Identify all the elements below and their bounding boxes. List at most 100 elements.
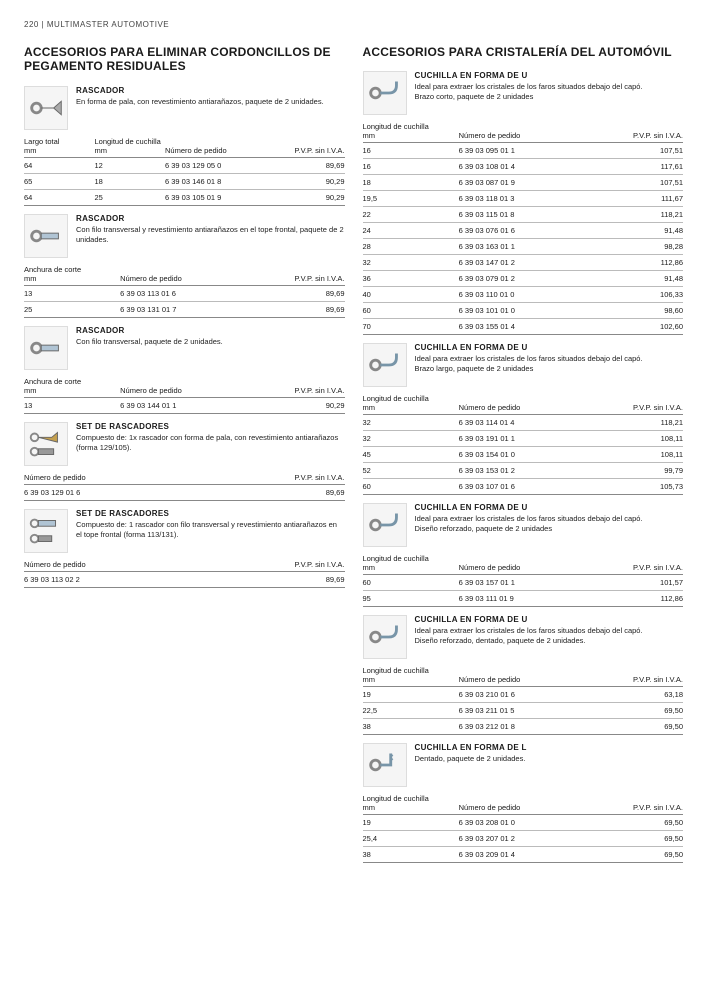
product-block: SET DE RASCADORESCompuesto de: 1x rascad… <box>24 422 345 466</box>
table-cell: 6 39 03 118 01 3 <box>459 191 603 207</box>
udent-icon <box>363 615 407 659</box>
table-cell: 63,18 <box>603 687 683 703</box>
lblade-icon <box>363 743 407 787</box>
table-header: Longitud de cuchillamm <box>363 119 459 143</box>
table-cell: 6 39 03 208 01 0 <box>459 815 603 831</box>
spec-table: Largo totalmmLongitud de cuchillammNúmer… <box>24 134 345 206</box>
table-cell: 6 39 03 113 02 2 <box>24 571 200 587</box>
table-row: 406 39 03 110 01 0106,33 <box>363 287 684 303</box>
table-header: P.V.P. sin I.V.A. <box>280 134 344 158</box>
table-row: 256 39 03 131 01 789,69 <box>24 301 345 317</box>
table-cell: 64 <box>24 189 95 205</box>
table-row: 136 39 03 113 01 689,69 <box>24 285 345 301</box>
ublade-icon <box>363 71 407 115</box>
table-cell: 24 <box>363 223 459 239</box>
table-cell: 105,73 <box>603 479 683 495</box>
spec-table: Longitud de cuchillammNúmero de pedidoP.… <box>363 119 684 335</box>
product-block: SET DE RASCADORESCompuesto de: 1 rascado… <box>24 509 345 553</box>
table-cell: 69,50 <box>603 847 683 863</box>
table-cell: 16 <box>363 143 459 159</box>
table-cell: 6 39 03 079 01 2 <box>459 271 603 287</box>
product-description: Compuesto de: 1 rascador con filo transv… <box>76 520 345 540</box>
product-description: Ideal para extraer los cristales de los … <box>415 82 684 102</box>
table-cell: 91,48 <box>603 223 683 239</box>
table-cell: 25 <box>95 189 166 205</box>
table-cell: 98,28 <box>603 239 683 255</box>
table-header: Longitud de cuchillamm <box>363 551 459 575</box>
table-cell: 102,60 <box>603 319 683 335</box>
product-title: CUCHILLA EN FORMA DE U <box>415 71 684 80</box>
table-row: 286 39 03 163 01 198,28 <box>363 239 684 255</box>
table-cell: 95 <box>363 591 459 607</box>
table-cell: 90,29 <box>280 189 344 205</box>
table-cell: 6 39 03 076 01 6 <box>459 223 603 239</box>
table-row: 386 39 03 209 01 469,50 <box>363 847 684 863</box>
product-title: RASCADOR <box>76 214 345 223</box>
table-cell: 18 <box>363 175 459 191</box>
product-block: RASCADOREn forma de pala, con revestimie… <box>24 86 345 130</box>
table-cell: 32 <box>363 255 459 271</box>
table-row: 326 39 03 147 01 2112,86 <box>363 255 684 271</box>
table-header: P.V.P. sin I.V.A. <box>603 391 683 415</box>
product-description: Ideal para extraer los cristales de los … <box>415 354 684 374</box>
table-header: Número de pedido <box>120 374 264 398</box>
table-cell: 19 <box>363 815 459 831</box>
table-cell: 69,50 <box>603 815 683 831</box>
table-cell: 13 <box>24 285 120 301</box>
table-cell: 6 39 03 209 01 4 <box>459 847 603 863</box>
table-cell: 6 39 03 154 01 0 <box>459 447 603 463</box>
table-header: P.V.P. sin I.V.A. <box>603 663 683 687</box>
table-cell: 101,57 <box>603 575 683 591</box>
product-description: Dentado, paquete de 2 unidades. <box>415 754 684 764</box>
table-cell: 19,5 <box>363 191 459 207</box>
table-row: 326 39 03 114 01 4118,21 <box>363 415 684 431</box>
table-cell: 89,69 <box>200 484 344 500</box>
table-cell: 38 <box>363 847 459 863</box>
table-cell: 6 39 03 163 01 1 <box>459 239 603 255</box>
table-header: Número de pedido <box>459 391 603 415</box>
table-cell: 60 <box>363 303 459 319</box>
table-header: P.V.P. sin I.V.A. <box>603 551 683 575</box>
table-header: P.V.P. sin I.V.A. <box>200 557 344 572</box>
table-cell: 16 <box>363 159 459 175</box>
table-cell: 6 39 03 157 01 1 <box>459 575 603 591</box>
product-block: RASCADOR Con filo transversal y revestimi… <box>24 214 345 258</box>
table-cell: 6 39 03 129 01 6 <box>24 484 200 500</box>
table-row: 956 39 03 111 01 9112,86 <box>363 591 684 607</box>
product-description: Con filo transversal y revestimiento ant… <box>76 225 345 245</box>
table-cell: 111,67 <box>603 191 683 207</box>
table-cell: 36 <box>363 271 459 287</box>
spec-table: Longitud de cuchillammNúmero de pedidoP.… <box>363 663 684 735</box>
table-cell: 52 <box>363 463 459 479</box>
table-cell: 40 <box>363 287 459 303</box>
table-cell: 99,79 <box>603 463 683 479</box>
table-header: Longitud de cuchillamm <box>95 134 166 158</box>
product-block: CUCHILLA EN FORMA DE LDentado, paquete d… <box>363 743 684 787</box>
left-column: ACCESORIOS PARA ELIMINAR CORDONCILLOS DE… <box>24 45 345 871</box>
table-header: Número de pedido <box>24 557 200 572</box>
table-cell: 89,69 <box>200 571 344 587</box>
table-header: Número de pedido <box>459 119 603 143</box>
table-cell: 45 <box>363 447 459 463</box>
trans2-icon <box>24 326 68 370</box>
trans-icon <box>24 214 68 258</box>
table-row: 606 39 03 107 01 6105,73 <box>363 479 684 495</box>
set1-icon <box>24 422 68 466</box>
table-cell: 22 <box>363 207 459 223</box>
table-cell: 90,29 <box>264 397 344 413</box>
spec-table: Longitud de cuchillammNúmero de pedidoP.… <box>363 551 684 607</box>
table-cell: 6 39 03 191 01 1 <box>459 431 603 447</box>
table-header: Anchura de cortemm <box>24 262 120 286</box>
table-cell: 6 39 03 114 01 4 <box>459 415 603 431</box>
table-row: 6 39 03 129 01 689,69 <box>24 484 345 500</box>
product-description: En forma de pala, con revestimiento anti… <box>76 97 345 107</box>
table-cell: 6 39 03 210 01 6 <box>459 687 603 703</box>
table-cell: 25 <box>24 301 120 317</box>
ulong-icon <box>363 343 407 387</box>
table-cell: 89,69 <box>264 285 344 301</box>
table-row: 366 39 03 079 01 291,48 <box>363 271 684 287</box>
table-cell: 6 39 03 144 01 1 <box>120 397 264 413</box>
table-cell: 117,61 <box>603 159 683 175</box>
right-column: ACCESORIOS PARA CRISTALERÍA DEL AUTOMÓVI… <box>363 45 684 871</box>
table-cell: 108,11 <box>603 431 683 447</box>
